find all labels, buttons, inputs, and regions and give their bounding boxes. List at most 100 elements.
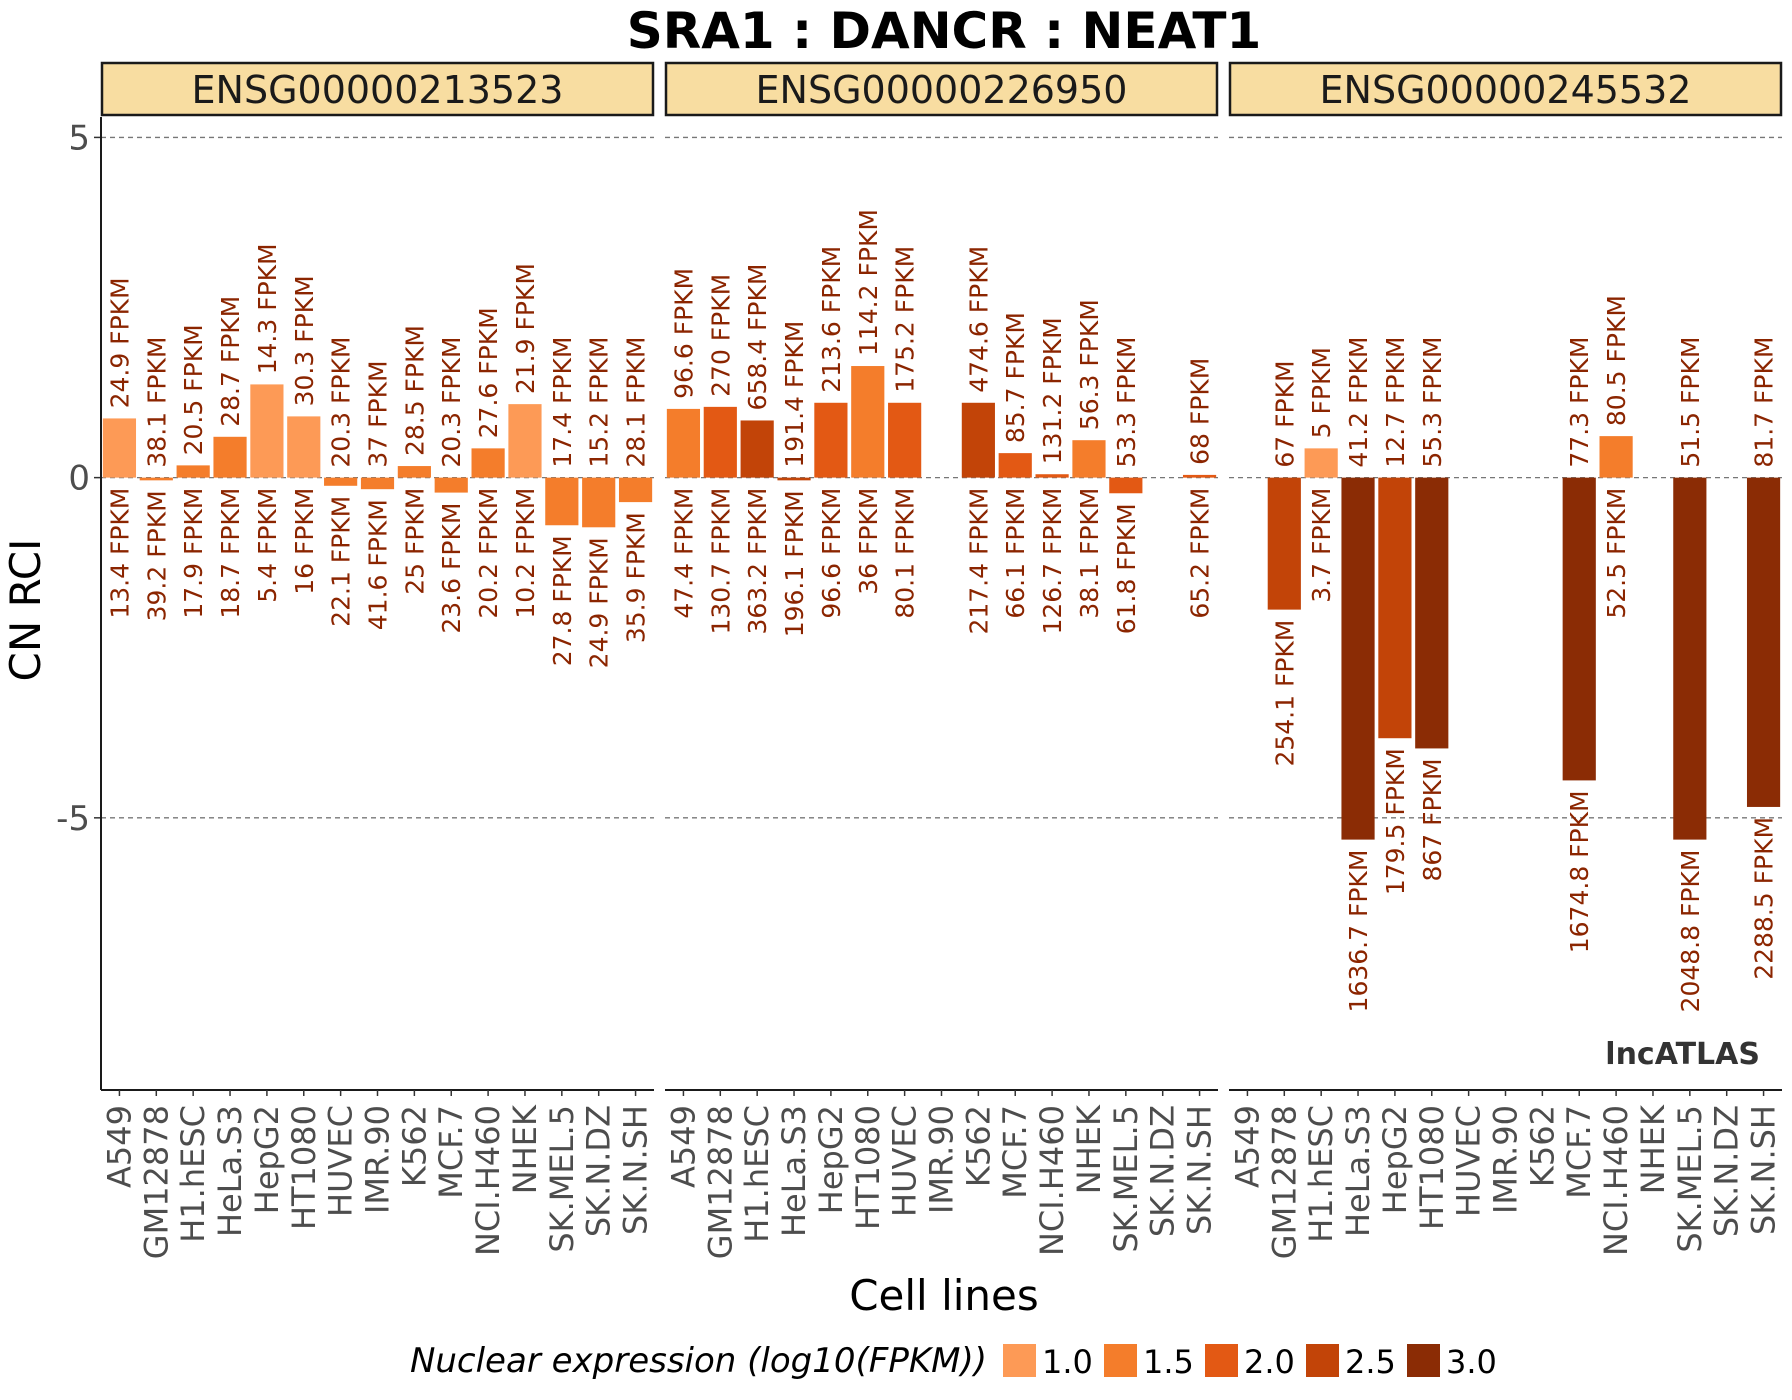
data-label-nucleus: 96.6 FPKM: [817, 488, 846, 619]
data-label-cytoplasm: 131.2 FPKM: [1038, 317, 1067, 464]
data-label-nucleus: 38.1 FPKM: [1075, 488, 1104, 619]
x-tick-label: SK.MEL.5: [1107, 1105, 1145, 1253]
x-tick-label: HeLa.S3: [1339, 1105, 1377, 1237]
facet-strip-label: ENSG00000245532: [1320, 68, 1692, 112]
x-tick-label: SK.N.DZ: [1708, 1105, 1746, 1237]
x-tick-label: NHEK: [1634, 1104, 1672, 1194]
bar: [961, 402, 995, 478]
x-axis-label: Cell lines: [849, 1271, 1039, 1320]
bar: [1673, 477, 1707, 840]
bar: [360, 477, 395, 490]
bar: [324, 477, 358, 486]
bar: [703, 406, 737, 478]
bar: [666, 408, 701, 478]
x-tick-label: HT1080: [849, 1105, 887, 1230]
x-tick-label: A549: [1228, 1105, 1266, 1188]
bar: [582, 477, 616, 528]
legend-label: 2.0: [1244, 1343, 1295, 1381]
data-label-cytoplasm: 28.7 FPKM: [216, 296, 245, 427]
x-tick-label: HepG2: [1376, 1105, 1414, 1214]
data-label-nucleus: 80.1 FPKM: [891, 488, 920, 619]
data-label-nucleus: 61.8 FPKM: [1112, 503, 1141, 634]
data-label-cytoplasm: 51.5 FPKM: [1676, 337, 1705, 468]
data-label-cytoplasm: 24.9 FPKM: [105, 277, 134, 408]
x-tick-label: HepG2: [248, 1105, 286, 1214]
x-tick-label: HeLa.S3: [211, 1105, 249, 1237]
x-tick-label: NCI.H460: [1597, 1105, 1635, 1256]
bar: [777, 477, 811, 481]
bar: [1599, 436, 1633, 478]
x-tick-label: NHEK: [1070, 1104, 1108, 1194]
x-tick-label: A549: [664, 1105, 702, 1188]
x-tick-label: IMR.90: [359, 1105, 397, 1214]
data-label-cytoplasm: 20.5 FPKM: [179, 324, 208, 455]
bar: [814, 402, 848, 478]
bar: [250, 384, 284, 478]
x-tick-label: SK.N.SH: [1181, 1105, 1219, 1235]
x-tick-label: SK.N.DZ: [1144, 1105, 1182, 1237]
x-tick-label: IMR.90: [923, 1105, 961, 1214]
data-label-cytoplasm: 28.5 FPKM: [400, 325, 429, 456]
data-label-nucleus: 2048.8 FPKM: [1676, 850, 1705, 1013]
x-tick-label: A549: [100, 1105, 138, 1188]
panels: 5 0 -5 ENSG00000213523 A549 24.9 FPKM 13.4 FPK…: [56, 61, 1783, 1259]
x-tick-label: HeLa.S3: [775, 1105, 813, 1237]
data-label-nucleus: 179.5 FPKM: [1381, 748, 1410, 895]
chart-title: SRA1 : DANCR : NEAT1: [627, 2, 1262, 60]
data-label-nucleus: 130.7 FPKM: [706, 488, 735, 635]
legend-swatch: [1205, 1344, 1238, 1377]
data-label-nucleus: 66.1 FPKM: [1001, 488, 1030, 619]
bar: [471, 448, 505, 478]
x-tick-label: H1.hESC: [1302, 1105, 1340, 1243]
x-tick-label: H1.hESC: [738, 1105, 776, 1243]
bar: [1182, 474, 1217, 478]
data-label-nucleus: 27.8 FPKM: [548, 535, 577, 666]
bar: [1109, 477, 1143, 494]
data-label-nucleus: 24.9 FPKM: [585, 537, 614, 668]
facet-strip-label: ENSG00000226950: [756, 68, 1128, 112]
data-label-nucleus: 52.5 FPKM: [1602, 488, 1631, 619]
legend-swatch: [1306, 1344, 1339, 1377]
legend-swatch: [1003, 1344, 1036, 1377]
data-label-cytoplasm: 270 FPKM: [706, 274, 735, 397]
data-label-cytoplasm: 53.3 FPKM: [1112, 337, 1141, 468]
bar: [1562, 477, 1596, 781]
data-label-nucleus: 18.7 FPKM: [216, 488, 245, 619]
data-label-nucleus: 41.6 FPKM: [364, 499, 393, 630]
data-label-nucleus: 196.1 FPKM: [780, 490, 809, 637]
data-label-nucleus: 126.7 FPKM: [1038, 488, 1067, 635]
x-tick-label: HUVEC: [886, 1105, 924, 1217]
bar: [287, 416, 321, 478]
data-label-nucleus: 867 FPKM: [1418, 758, 1447, 881]
data-label-nucleus: 36 FPKM: [854, 488, 883, 595]
data-label-nucleus: 35.9 FPKM: [622, 512, 651, 643]
x-tick-label: MCF.7: [1560, 1105, 1598, 1199]
panel: ENSG00000226950 A549 96.6 FPKM 47.4 FPKM GM1…: [664, 61, 1219, 1259]
data-label-nucleus: 20.2 FPKM: [474, 488, 503, 619]
legend-label: 1.0: [1042, 1343, 1093, 1381]
legend-swatch: [1407, 1344, 1440, 1377]
data-label-cytoplasm: 20.3 FPKM: [327, 337, 356, 468]
data-label-nucleus: 16 FPKM: [290, 488, 319, 595]
data-label-cytoplasm: 12.7 FPKM: [1381, 337, 1410, 468]
bar: [176, 465, 210, 478]
legend-label: 2.5: [1345, 1343, 1396, 1381]
data-label-cytoplasm: 20.3 FPKM: [437, 337, 466, 468]
y-tick-label: 5: [68, 118, 90, 158]
data-label-cytoplasm: 38.1 FPKM: [142, 337, 171, 468]
data-label-nucleus: 2288.5 FPKM: [1750, 817, 1779, 980]
bar: [888, 402, 922, 478]
x-tick-label: HepG2: [812, 1105, 850, 1214]
data-label-nucleus: 13.4 FPKM: [105, 488, 134, 619]
data-label-nucleus: 17.9 FPKM: [179, 488, 208, 619]
legend-title: Nuclear expression (log10(FPKM)): [410, 1341, 987, 1381]
data-label-nucleus: 10.2 FPKM: [511, 488, 540, 619]
y-axis-label: CN RCI: [1, 539, 50, 682]
bar: [434, 477, 468, 493]
data-label-cytoplasm: 191.4 FPKM: [780, 321, 809, 468]
x-tick-label: HUVEC: [322, 1105, 360, 1217]
bar: [1746, 477, 1781, 807]
data-label-cytoplasm: 21.9 FPKM: [511, 263, 540, 394]
data-label-cytoplasm: 81.7 FPKM: [1750, 337, 1779, 468]
